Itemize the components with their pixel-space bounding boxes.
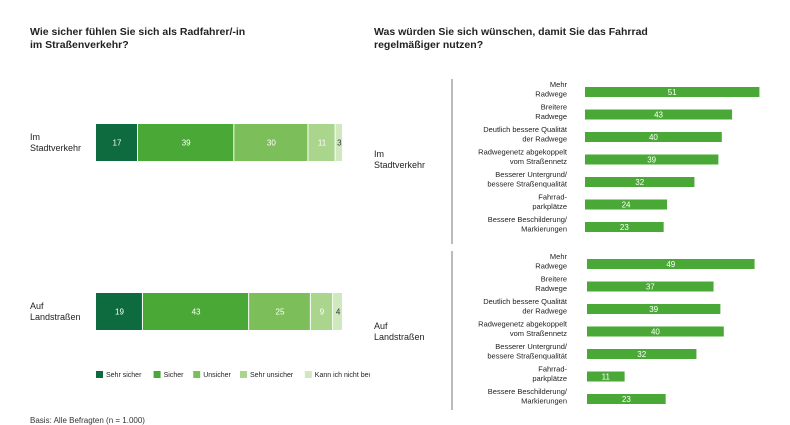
legend-entry: Sicher [164,372,185,379]
category-label: Auf Landstraßen [30,301,81,322]
data-label: 24 [622,201,631,210]
data-label: 23 [622,395,631,404]
bar [587,349,697,359]
right-chart-title: Was würden Sie sich wünschen, damit Sie … [374,26,648,51]
stacked-bar-segment [335,124,342,161]
bar [587,394,666,404]
bar [587,259,755,269]
category-label: Im Stadtverkehr [30,132,81,153]
legend-swatch [153,371,161,378]
legend-swatch [193,371,201,378]
data-label: 39 [649,305,658,314]
data-label: 49 [666,260,675,269]
bar [585,87,760,97]
data-label: 30 [267,139,276,148]
bar [585,177,695,187]
category-label: Fahrrad-parkplätze [532,364,567,383]
data-label: 43 [654,111,663,120]
data-label: 43 [192,308,201,317]
stacked-bar-segment [234,124,308,161]
data-label: 11 [318,139,327,148]
bar [585,222,664,232]
data-label: 39 [182,139,191,148]
legend-entry: Kann ich nicht beurteilen [315,372,370,379]
data-label: 40 [649,133,658,142]
data-label: 23 [620,223,629,232]
wishes-bar-chart: Im Stadtverkehr Mehr Radwege 51 Breitere Radwe… [374,79,760,410]
bar [585,132,722,142]
data-label: 40 [651,328,660,337]
data-label: 19 [115,308,124,317]
category-label: Radwegenetz abgekoppelt vom Straßennetz [478,319,568,338]
legend-swatch [304,371,312,378]
bar [587,281,714,292]
data-label: 3 [337,139,342,148]
data-label: 11 [602,373,611,382]
legend-swatch [96,371,103,378]
stacked-bar-segment [137,124,234,161]
data-label: 4 [336,308,341,317]
stacked-bar-segment [308,124,335,161]
bar [587,304,721,314]
category-label: Fahrrad-parkplätze [532,192,567,211]
group-label: Im Stadtverkehr [374,149,425,170]
category-label: Mehr Radwege [535,80,567,99]
category-label: Bessere Beschilderung/Markierungen [488,387,568,406]
data-label: 25 [276,308,285,317]
data-label: 37 [646,283,655,292]
category-label: Radwegenetz abgekoppelt vom Straßennetz [478,147,568,166]
category-label: Deutlich bessere Qualität der Radwege [483,125,568,144]
data-label: 32 [637,350,646,359]
stacked-bar-segment [96,293,142,330]
category-label: Besserer Untergrund/bessere Straßenquali… [487,170,568,189]
stacked-bar-segment [96,124,137,161]
data-label: 17 [113,139,122,148]
category-label: Besserer Untergrund/bessere Straßenquali… [487,342,568,361]
category-label: Breitere Radwege [535,274,567,293]
stacked-bar-segment [310,293,333,330]
bar [585,154,719,165]
legend-swatch [240,371,247,378]
left-chart-title: Wie sicher fühlen Sie sich als Radfahrer… [30,26,246,51]
bar [585,199,668,210]
legend-entry: Sehr unsicher [250,372,294,379]
legend-entry: Unsicher [203,372,231,379]
data-label: 9 [320,308,325,317]
stacked-bar-segment [333,293,342,330]
data-label: 32 [635,178,644,187]
legend-entry: Sehr sicher [106,372,142,379]
category-label: Mehr Radwege [535,252,567,271]
bar [587,371,625,382]
stacked-bar-segment [249,293,310,330]
bar [585,109,733,120]
category-label: Deutlich bessere Qualität der Radwege [483,297,568,316]
data-label: 51 [668,88,677,97]
category-label: Breitere Radwege [535,102,567,121]
category-label: Bessere Beschilderung/Markierungen [488,215,568,234]
bar [587,326,724,337]
group-label: Auf Landstraßen [374,321,425,342]
data-label: 39 [647,156,656,165]
basis-note: Basis: Alle Befragten (n = 1.000) [30,416,145,425]
safety-stacked-bar-chart: Im Stadtverkehr 17 39 30 11 3 Auf Landstraßen 19 4… [30,124,370,379]
stacked-bar-segment [142,293,249,330]
